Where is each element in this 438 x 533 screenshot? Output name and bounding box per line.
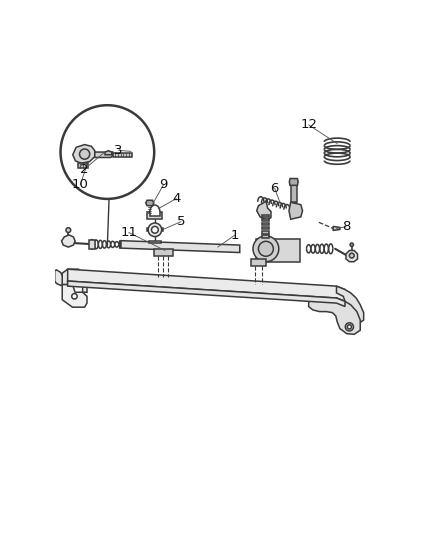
Polygon shape — [289, 203, 303, 219]
Polygon shape — [309, 298, 360, 334]
Polygon shape — [89, 240, 95, 249]
Circle shape — [345, 323, 353, 331]
Polygon shape — [162, 228, 163, 231]
Circle shape — [148, 223, 162, 237]
Circle shape — [80, 149, 90, 159]
Circle shape — [347, 325, 351, 329]
Polygon shape — [73, 144, 95, 163]
Polygon shape — [262, 231, 269, 233]
Polygon shape — [336, 286, 364, 324]
Polygon shape — [67, 269, 345, 302]
Polygon shape — [346, 251, 357, 262]
Circle shape — [72, 294, 77, 299]
Text: 11: 11 — [120, 226, 137, 239]
Polygon shape — [147, 228, 148, 231]
Polygon shape — [291, 185, 297, 203]
Text: 3: 3 — [114, 144, 123, 157]
Polygon shape — [67, 281, 345, 306]
Polygon shape — [154, 249, 173, 256]
Circle shape — [253, 236, 279, 262]
Text: 10: 10 — [72, 179, 88, 191]
Polygon shape — [95, 152, 113, 157]
Polygon shape — [251, 259, 266, 266]
Polygon shape — [78, 163, 88, 168]
Polygon shape — [146, 200, 154, 206]
Circle shape — [60, 105, 154, 199]
Text: 5: 5 — [177, 215, 185, 228]
Polygon shape — [149, 241, 161, 244]
Polygon shape — [62, 269, 87, 292]
Polygon shape — [333, 227, 340, 230]
Circle shape — [350, 253, 354, 258]
Circle shape — [66, 228, 71, 232]
Text: 6: 6 — [271, 182, 279, 195]
Circle shape — [258, 241, 273, 256]
Polygon shape — [262, 235, 269, 238]
Polygon shape — [121, 241, 240, 253]
Polygon shape — [262, 223, 269, 225]
Polygon shape — [61, 235, 75, 247]
Circle shape — [152, 227, 158, 233]
Polygon shape — [262, 219, 269, 221]
Text: 1: 1 — [230, 229, 239, 242]
Text: 12: 12 — [300, 118, 317, 132]
Polygon shape — [113, 153, 132, 157]
Text: 4: 4 — [172, 192, 180, 205]
Text: 9: 9 — [159, 179, 168, 191]
Text: 8: 8 — [342, 220, 350, 233]
Polygon shape — [62, 285, 87, 307]
Polygon shape — [257, 201, 271, 220]
Text: 2: 2 — [80, 163, 89, 175]
Polygon shape — [105, 151, 112, 155]
Polygon shape — [256, 239, 300, 262]
Polygon shape — [262, 227, 269, 229]
Polygon shape — [148, 212, 162, 219]
Polygon shape — [290, 179, 298, 185]
Circle shape — [350, 243, 353, 246]
Polygon shape — [55, 270, 62, 286]
Polygon shape — [262, 214, 269, 217]
